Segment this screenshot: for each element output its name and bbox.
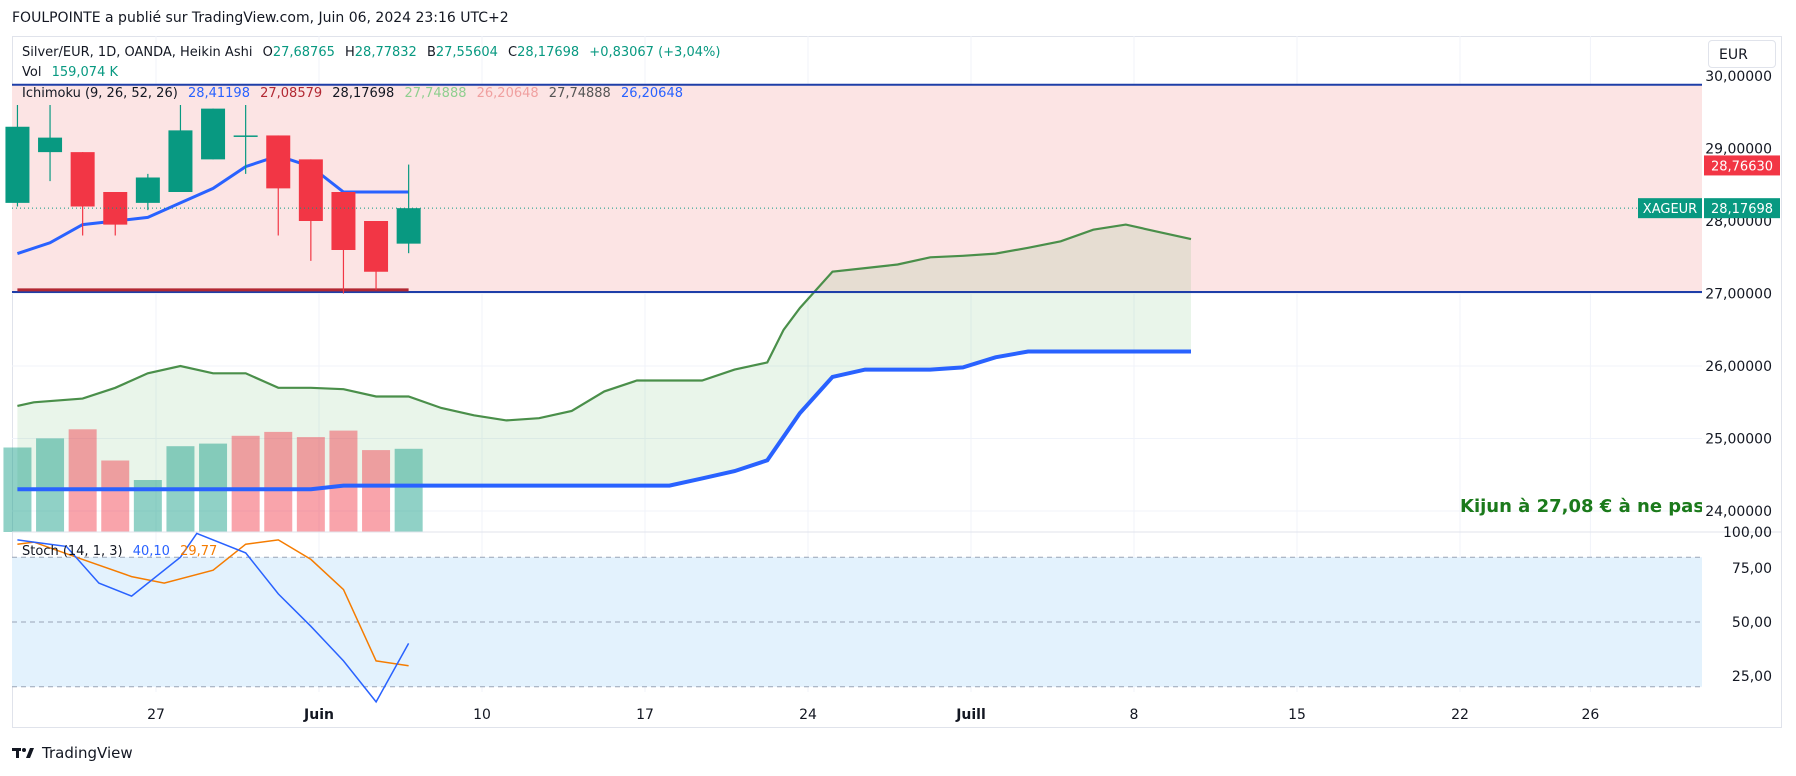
ichimoku-span-b-line — [17, 349, 1191, 492]
kijun-annotation: Kijun à 27,08 € à ne pas c — [1460, 496, 1702, 517]
time-tick-5: Juill — [955, 707, 986, 723]
time-tick-2: 10 — [473, 707, 491, 723]
candle-body-12 — [396, 208, 421, 244]
stoch-d-value: 29,77 — [180, 544, 218, 559]
volume-legend[interactable]: Vol 159,074 K — [22, 65, 124, 80]
symbol-tag — [1638, 198, 1702, 219]
ohlc-open: O27,68765 — [262, 45, 335, 60]
support-resistance-zone — [12, 84, 1702, 293]
volume-bar-10 — [329, 430, 358, 532]
ichimoku-tenkan-value: 28,41198 — [187, 86, 250, 101]
volume-bar-12 — [394, 448, 423, 532]
stoch-k-value: 40,10 — [132, 544, 170, 559]
tradingview-logo-icon — [12, 748, 34, 758]
last-price-tag — [1704, 198, 1780, 219]
publish-line: FOULPOINTE a publié sur TradingView.com,… — [12, 10, 509, 26]
price-tick-0: 30,00000 — [1705, 69, 1772, 85]
time-tick-0: 27 — [147, 707, 165, 723]
last-price-tag-label: 28,17698 — [1711, 202, 1773, 217]
ichimoku-label: Ichimoku (9, 26, 52, 26) — [22, 86, 178, 101]
stoch-legend[interactable]: Stoch (14, 1, 3) 40,10 29,77 — [22, 544, 223, 559]
candle-body-4 — [135, 177, 160, 203]
ichimoku-span-b-fwd-value: 26,20648 — [620, 86, 683, 101]
stoch-tick-1: 50,00 — [1732, 615, 1772, 631]
stoch-tick-top: 100,00 — [1723, 525, 1772, 541]
ichimoku-span-a-value: 27,74888 — [404, 86, 467, 101]
candle-body-10 — [331, 192, 356, 250]
price-tick-5: 25,00000 — [1705, 432, 1772, 448]
price-tick-3: 27,00000 — [1705, 287, 1772, 303]
stoch-tick-0: 75,00 — [1732, 561, 1772, 577]
high-price-tag — [1704, 155, 1780, 176]
volume-bar-2 — [68, 429, 97, 532]
stoch-k-line — [17, 532, 410, 704]
candle-body-0 — [5, 126, 30, 203]
candle-body-2 — [70, 152, 95, 207]
ichimoku-span-a-line — [17, 223, 1192, 422]
price-tick-1: 29,00000 — [1705, 142, 1772, 158]
symbol-legend: Silver/EUR, 1D, OANDA, Heikin Ashi O27,6… — [22, 45, 726, 60]
time-tick-6: 8 — [1130, 707, 1139, 723]
volume-bar-9 — [296, 437, 325, 532]
candle-body-9 — [298, 159, 323, 221]
price-tick-6: 24,00000 — [1705, 504, 1772, 520]
volume-bar-3 — [101, 460, 130, 532]
symbol-name[interactable]: Silver/EUR, 1D, OANDA, Heikin Ashi — [22, 45, 253, 60]
candle-body-5 — [168, 130, 193, 192]
ohlc-low: B27,55604 — [426, 45, 498, 60]
ichimoku-span-b-value: 26,20648 — [476, 86, 539, 101]
time-tick-3: 17 — [636, 707, 654, 723]
candle-body-6 — [201, 108, 226, 160]
time-tick-8: 22 — [1451, 707, 1469, 723]
candle-body-1 — [38, 137, 63, 153]
time-tick-9: 26 — [1581, 707, 1599, 723]
volume-bar-1 — [36, 438, 65, 532]
price-tick-4: 26,00000 — [1705, 359, 1772, 375]
volume-value: 159,074 K — [51, 65, 119, 80]
candle-body-11 — [364, 221, 389, 272]
candle-body-8 — [266, 135, 291, 189]
currency-selector-button[interactable]: EUR — [1708, 40, 1776, 68]
volume-bar-7 — [231, 435, 260, 532]
ichimoku-span-a-fwd-value: 27,74888 — [548, 86, 611, 101]
ichimoku-cloud — [17, 224, 1191, 490]
price-change: +0,83067 (+3,04%) — [589, 45, 721, 60]
stoch-tick-2: 25,00 — [1732, 669, 1772, 685]
time-tick-1: Juin — [303, 707, 334, 723]
ohlc-high: H28,77832 — [345, 45, 417, 60]
candle-body-7 — [233, 135, 258, 137]
ichimoku-lagging-value: 28,17698 — [332, 86, 395, 101]
time-tick-7: 15 — [1288, 707, 1306, 723]
volume-bar-8 — [264, 431, 293, 532]
candle-body-3 — [103, 192, 128, 225]
ohlc-close: C28,17698 — [508, 45, 580, 60]
symbol-tag-label: XAGEUR — [1643, 202, 1697, 217]
volume-bar-11 — [362, 450, 391, 532]
chart-frame — [12, 36, 1782, 728]
ichimoku-legend[interactable]: Ichimoku (9, 26, 52, 26) 28,41198 27,085… — [22, 86, 689, 101]
stoch-label: Stoch (14, 1, 3) — [22, 544, 123, 559]
volume-label: Vol — [22, 65, 42, 80]
ichimoku-kijun-value: 27,08579 — [260, 86, 323, 101]
time-tick-4: 24 — [799, 707, 817, 723]
tradingview-footer[interactable]: TradingView — [12, 744, 133, 762]
footer-brand: TradingView — [42, 744, 133, 762]
high-price-tag-label: 28,76630 — [1711, 159, 1773, 174]
